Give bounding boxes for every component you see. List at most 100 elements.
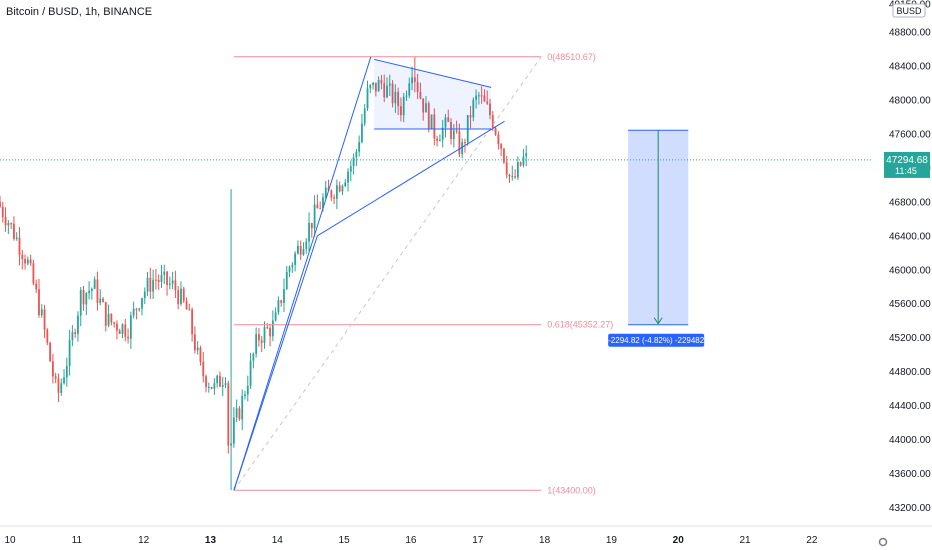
time-tick-label: 10 <box>4 535 16 546</box>
candle-body <box>152 279 155 292</box>
candle-body <box>280 300 283 303</box>
candle-body <box>202 361 205 377</box>
candle-body <box>511 176 514 178</box>
candle-body <box>216 375 219 384</box>
candle-body <box>271 320 274 337</box>
candle-body <box>246 385 249 395</box>
candle-body <box>408 83 411 96</box>
fib-level-label: 0(48510.67) <box>547 52 596 62</box>
time-tick-label: 18 <box>539 535 551 546</box>
chart-title: Bitcoin / BUSD, 1h, BINANCE <box>6 6 153 18</box>
candle-body <box>138 308 141 310</box>
candle-body <box>35 283 38 290</box>
price-tick-label: 48800.00 <box>889 28 931 39</box>
candle-body <box>118 330 121 334</box>
price-tick-label: 44400.00 <box>889 401 931 412</box>
candle-body <box>372 82 374 86</box>
candle-body <box>458 131 461 154</box>
currency-badge-label: BUSD <box>896 6 922 16</box>
candle-body <box>129 315 132 339</box>
candle-body <box>316 204 319 209</box>
candle-body <box>85 292 88 305</box>
candle-body <box>104 302 107 326</box>
candle-body <box>127 336 129 339</box>
candle-body <box>40 309 43 316</box>
price-tick-label: 44000.00 <box>889 435 931 446</box>
candle-body <box>347 171 349 183</box>
candle-body <box>171 280 174 284</box>
candle-body <box>349 166 352 172</box>
candle-body <box>182 288 185 301</box>
candle-body <box>319 208 322 210</box>
price-badge-countdown: 11:45 <box>895 166 917 176</box>
lower-trendline <box>317 120 505 237</box>
price-tick-label: 43600.00 <box>889 469 931 480</box>
candle-body <box>344 182 347 186</box>
candle-body <box>185 300 188 310</box>
candle-body <box>99 298 102 303</box>
time-tick-label: 17 <box>472 535 484 546</box>
candle-body <box>143 291 146 299</box>
candle-body <box>522 156 525 166</box>
candle-body <box>263 327 266 343</box>
flagpole-line <box>233 56 372 491</box>
candle-body <box>46 329 49 343</box>
candle-body <box>180 288 182 305</box>
candle-body <box>163 271 166 275</box>
candle-body <box>0 201 1 207</box>
candle-body <box>258 334 260 341</box>
candle-body <box>438 139 441 142</box>
candle-body <box>82 289 85 305</box>
candle-body <box>327 187 330 191</box>
candle-body <box>51 361 54 377</box>
candle-body <box>146 277 149 292</box>
price-tick-label: 48000.00 <box>889 96 931 107</box>
fib-level-label: 0.618(45352.27) <box>547 320 613 330</box>
candle-body <box>386 85 388 98</box>
candle-body <box>219 375 221 387</box>
candle-body <box>49 342 52 362</box>
measure-arrow-head <box>653 317 663 325</box>
candle-body <box>497 134 500 145</box>
price-tick-label: 43200.00 <box>889 503 931 514</box>
candle-body <box>427 103 430 130</box>
price-tick-label: 45200.00 <box>889 333 931 344</box>
candle-body <box>1 206 4 217</box>
triangle-fill <box>374 59 492 129</box>
time-axis[interactable]: 10 11 12 13 14 15 16 17 18 19 20 21 22 <box>0 525 932 546</box>
candle-body <box>124 324 127 337</box>
candle-body <box>207 386 210 388</box>
candle-body <box>210 386 213 389</box>
candle-body <box>455 130 458 132</box>
price-badge-price: 47294.68 <box>886 155 928 166</box>
time-tick-label: 12 <box>138 535 150 546</box>
candle-body <box>93 279 96 289</box>
candle-body <box>193 334 196 351</box>
triangle-upper-line <box>374 58 492 88</box>
time-tick-label: 20 <box>673 535 685 546</box>
candle-body <box>230 443 232 446</box>
time-tick-label: 15 <box>339 535 351 546</box>
candle-body <box>305 241 308 250</box>
candle-body <box>469 115 472 118</box>
candle-body <box>302 249 305 255</box>
candle-body <box>213 383 216 389</box>
price-badge <box>884 151 930 178</box>
candle-body <box>168 283 171 285</box>
price-axis[interactable]: 49150.0048800.0048400.0048000.0047600.00… <box>889 0 931 514</box>
candle-body <box>475 95 477 100</box>
candle-body <box>361 123 363 143</box>
candle-body <box>266 327 269 329</box>
settings-gear-icon[interactable] <box>878 537 888 547</box>
candle-body <box>430 114 433 130</box>
candle-body <box>363 108 366 124</box>
candle-body <box>514 176 516 178</box>
candle-body <box>13 223 15 239</box>
measure-label-box <box>608 333 705 347</box>
candle-body <box>299 245 302 255</box>
measure-label: -2294.82 (-4.82%) -229482 <box>608 336 705 345</box>
candle-body <box>413 77 416 82</box>
candle-body <box>294 253 297 265</box>
price-tick-label: 47600.00 <box>889 130 931 141</box>
